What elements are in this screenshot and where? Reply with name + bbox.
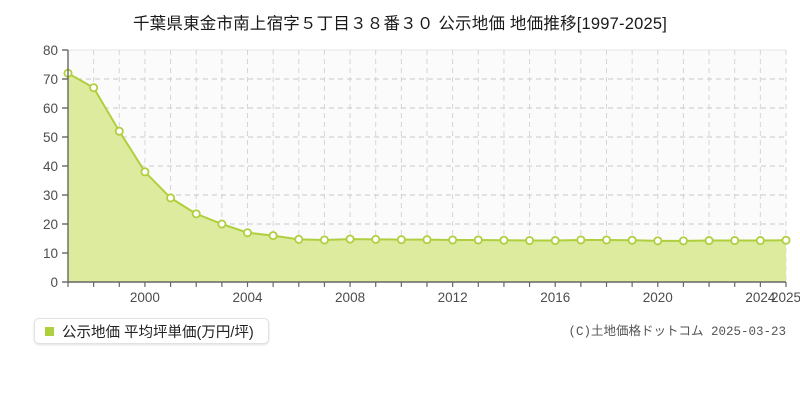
data-point-marker [294,234,304,244]
data-point-marker [602,235,612,245]
data-point-marker [242,228,252,238]
y-axis-tick-label: 50 [43,130,58,145]
data-point-marker [653,236,663,246]
data-point-marker [140,167,150,177]
data-point-marker [755,236,765,246]
data-point-marker [371,234,381,244]
legend-label: 公示地価 平均坪単価(万円/坪) [62,324,254,341]
data-point-marker [781,235,791,245]
chart-title: 千葉県東金市南上宿字５丁目３８番３０ 公示地価 地価推移[1997-2025] [132,15,668,33]
data-point-marker [525,236,535,246]
data-point-marker [217,219,227,229]
data-point-marker [191,209,201,219]
y-axis-tick-label: 70 [43,72,58,87]
y-axis-tick-label: 10 [43,246,58,261]
data-point-marker [473,235,483,245]
y-axis-tick-label: 40 [43,159,58,174]
data-point-marker [89,83,99,93]
data-point-marker [422,235,432,245]
y-axis-tick-label: 20 [43,217,58,232]
x-axis-tick-label: 2004 [232,290,263,305]
data-point-marker [396,235,406,245]
legend-swatch-icon [45,326,54,336]
y-axis-tick-label: 80 [43,43,58,58]
data-point-marker [114,126,124,136]
data-point-marker [345,234,355,244]
copyright-credit: (C)土地価格ドットコム 2025-03-23 [568,325,786,339]
data-point-marker [550,236,560,246]
x-axis-tick-label: 2024 [745,290,776,305]
data-point-marker [576,235,586,245]
data-point-marker [730,236,740,246]
y-axis-tick-label: 0 [50,275,58,290]
data-point-marker [268,231,278,241]
data-point-marker [678,236,688,246]
x-axis-tick-label: 2020 [643,290,673,305]
data-point-marker [627,235,637,245]
data-point-marker [448,235,458,245]
data-point-marker [704,236,714,246]
x-axis-tick-label: 2008 [335,290,365,305]
x-axis-tick-label: 2012 [438,290,468,305]
chart-legend: 公示地価 平均坪単価(万円/坪) [34,318,269,344]
data-point-marker [166,193,176,203]
y-axis-tick-label: 30 [43,188,58,203]
data-point-marker [499,235,509,245]
x-axis-tick-label: 2025 [771,290,800,305]
x-axis-tick-label: 2016 [540,290,570,305]
y-axis-tick-label: 60 [43,101,58,116]
data-point-marker [319,235,329,245]
x-axis-tick-label: 2000 [130,290,160,305]
